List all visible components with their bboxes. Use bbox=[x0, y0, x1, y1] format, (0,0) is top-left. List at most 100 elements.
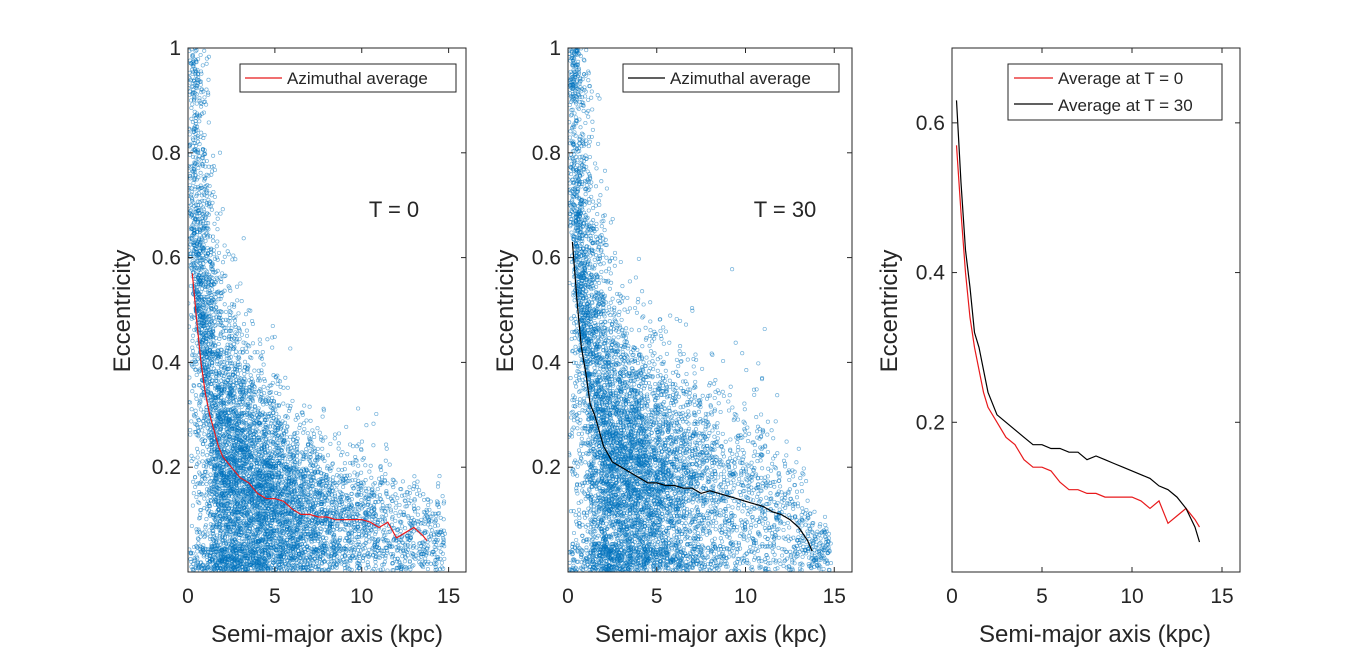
scatter-point bbox=[331, 505, 336, 510]
scatter-point bbox=[270, 335, 275, 340]
scatter-point bbox=[223, 309, 229, 314]
scatter-point bbox=[206, 90, 211, 95]
scatter-point bbox=[220, 260, 226, 265]
scatter-point bbox=[301, 430, 306, 435]
scatter-point bbox=[238, 532, 243, 537]
scatter-point bbox=[223, 350, 229, 356]
scatter-point bbox=[390, 554, 396, 559]
scatter-point bbox=[327, 492, 332, 497]
scatter-point bbox=[427, 537, 432, 542]
scatter-point bbox=[411, 563, 416, 568]
scatter-point bbox=[246, 308, 251, 313]
scatter-point bbox=[347, 473, 352, 478]
scatter-point bbox=[440, 533, 445, 538]
scatter-point bbox=[265, 395, 270, 400]
scatter-point bbox=[204, 453, 210, 458]
scatter-point bbox=[222, 254, 227, 259]
scatter-point bbox=[359, 447, 364, 453]
scatter-point bbox=[394, 500, 399, 505]
scatter-point bbox=[331, 475, 336, 480]
scatter-point bbox=[265, 337, 270, 342]
scatter-point bbox=[252, 368, 257, 373]
scatter-point bbox=[227, 441, 232, 446]
scatter-point bbox=[201, 207, 206, 212]
scatter-point bbox=[393, 510, 398, 516]
scatter-point bbox=[211, 153, 216, 158]
scatter-point bbox=[216, 297, 221, 302]
scatter-point bbox=[194, 361, 199, 366]
scatter-point bbox=[243, 312, 249, 317]
panel-t0: 0 5 10 150.20.40.60.81 Eccentricity Semi-ma… bbox=[109, 37, 467, 648]
scatter-point bbox=[196, 541, 201, 546]
scatter-point bbox=[442, 499, 447, 504]
scatter-point bbox=[270, 323, 275, 329]
scatter-point bbox=[206, 120, 211, 125]
scatter-point bbox=[189, 564, 194, 569]
scatter-point bbox=[202, 48, 207, 53]
scatter-point bbox=[403, 555, 408, 560]
scatter-point bbox=[231, 253, 236, 258]
scatter-point bbox=[307, 404, 312, 409]
scatter-point bbox=[188, 126, 192, 131]
scatter-point bbox=[228, 354, 234, 360]
scatter-point bbox=[189, 523, 194, 529]
scatter-point bbox=[197, 119, 202, 124]
scatter-point bbox=[367, 539, 372, 544]
scatter-point bbox=[200, 452, 205, 457]
scatter-point bbox=[332, 492, 337, 497]
scatter-point bbox=[190, 53, 195, 58]
scatter-point bbox=[394, 565, 399, 570]
scatter-point bbox=[204, 87, 209, 92]
scatter-point bbox=[263, 418, 268, 423]
scatter-point bbox=[373, 557, 378, 562]
scatter-point bbox=[204, 487, 210, 492]
scatter-point bbox=[294, 439, 299, 444]
scatter-point bbox=[189, 251, 194, 256]
scatter-point bbox=[347, 478, 352, 483]
scatter-point bbox=[263, 431, 268, 436]
scatter-point bbox=[190, 551, 195, 556]
scatter-point bbox=[192, 327, 197, 332]
scatter-point bbox=[230, 257, 235, 262]
scatter-point bbox=[238, 281, 243, 286]
scatter-point bbox=[190, 503, 195, 508]
scatter-point bbox=[304, 418, 309, 423]
scatter-point bbox=[344, 424, 349, 429]
scatter-point bbox=[213, 323, 218, 328]
scatter-point bbox=[188, 143, 192, 148]
scatter-point bbox=[201, 442, 206, 447]
scatter-point bbox=[204, 61, 209, 66]
scatter-point bbox=[328, 468, 333, 473]
scatter-point bbox=[311, 431, 316, 436]
scatter-point bbox=[301, 421, 307, 426]
scatter-point bbox=[272, 334, 277, 339]
scatter-point bbox=[228, 529, 233, 534]
scatter-point bbox=[202, 496, 207, 501]
scatter-point bbox=[266, 414, 271, 420]
scatter-point bbox=[191, 353, 196, 358]
scatter-point bbox=[414, 491, 420, 496]
scatter-point bbox=[412, 509, 418, 514]
scatter-point bbox=[250, 341, 256, 346]
scatter-point bbox=[287, 408, 292, 413]
scatter-point bbox=[196, 369, 201, 374]
scatter-point bbox=[211, 189, 216, 195]
scatter-point bbox=[312, 450, 317, 455]
scatter-point bbox=[283, 375, 288, 380]
scatter-point bbox=[202, 178, 207, 183]
scatter-point bbox=[400, 540, 405, 545]
scatter-point bbox=[208, 522, 213, 527]
scatter-point bbox=[220, 271, 225, 276]
scatter-point bbox=[331, 528, 336, 533]
scatter-point bbox=[383, 555, 388, 561]
scatter-point bbox=[312, 446, 317, 451]
scatter-point bbox=[205, 233, 211, 238]
scatter-point bbox=[197, 317, 202, 322]
scatter-point bbox=[198, 407, 203, 412]
scatter-point bbox=[236, 311, 241, 316]
scatter-point bbox=[189, 551, 194, 556]
scatter-point bbox=[322, 458, 327, 463]
scatter-point bbox=[296, 415, 301, 420]
scatter-point bbox=[402, 493, 407, 498]
scatter-point bbox=[339, 499, 344, 504]
